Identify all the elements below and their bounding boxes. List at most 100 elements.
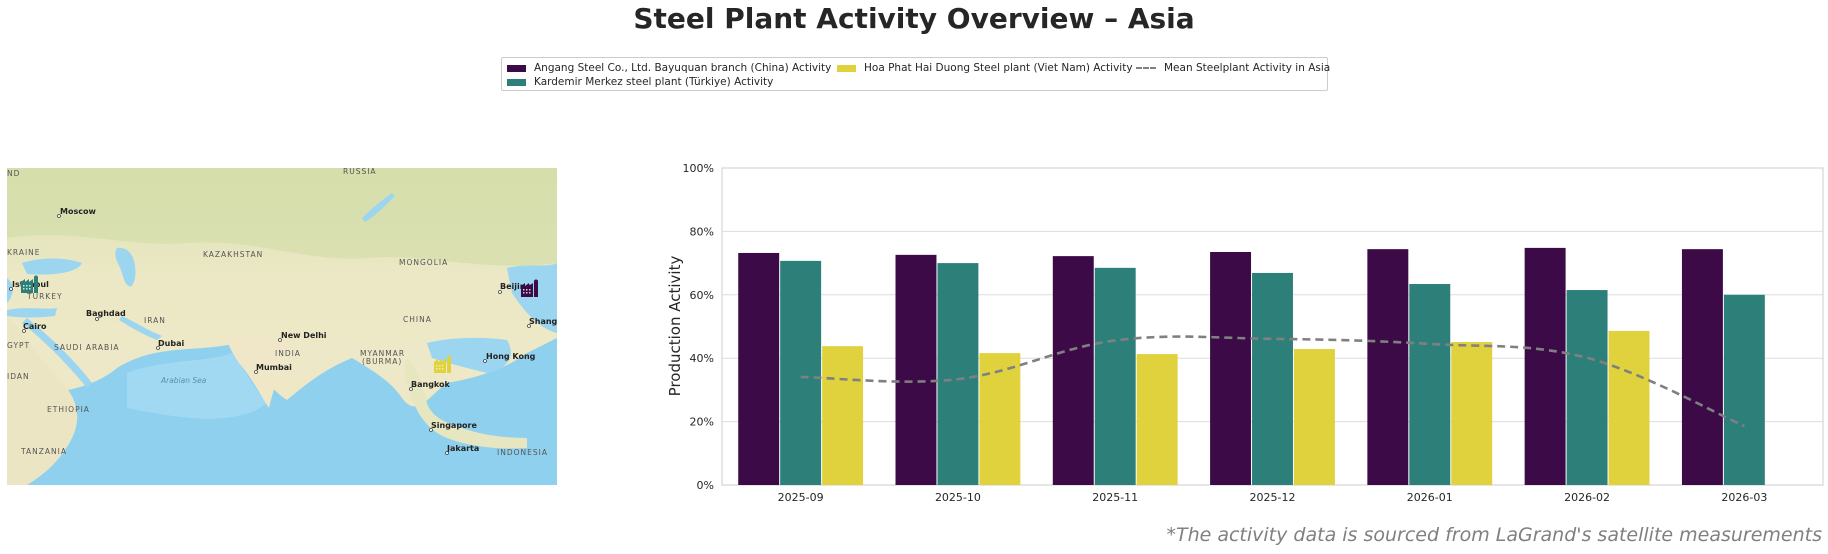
map-africa: [7, 318, 78, 485]
map-canvas: RUSSIA KAZAKHSTAN MONGOLIA KRAINE TURKEY…: [7, 168, 557, 485]
map-label-myanmar: MYANMAR: [360, 349, 405, 358]
x-tick-labels: 2025-09 2025-10 2025-11 2025-12 2026-01 2026-…: [778, 491, 1768, 504]
map-label-china: CHINA: [403, 315, 432, 324]
data-source-caption: *The activity data is sourced from LaGra…: [1166, 524, 1822, 546]
map-label-kazakhstan: KAZAKHSTAN: [203, 250, 263, 259]
bar-angang-2025-10: [895, 254, 937, 485]
bar-hoa-2025-10: [979, 353, 1021, 485]
legend-label-mean: Mean Steelplant Activity in Asia: [1164, 62, 1331, 74]
bars: [738, 247, 1765, 485]
bar-angang-2026-03: [1681, 249, 1723, 485]
legend-label-angang: Angang Steel Co., Ltd. Bayuquan branch (…: [534, 62, 832, 74]
y-tick-label: 0%: [697, 479, 714, 492]
map-label-cairo: Cairo: [23, 322, 47, 331]
legend-label-hoaphat: Hoa Phat Hai Duong Steel plant (Viet Nam…: [864, 62, 1133, 74]
factory-icon[interactable]: [21, 275, 38, 294]
asia-map[interactable]: RUSSIA KAZAKHSTAN MONGOLIA KRAINE TURKEY…: [7, 168, 557, 485]
map-label-russia: RUSSIA: [343, 168, 377, 176]
y-tick-label: 40%: [690, 352, 714, 365]
map-label-moscow: Moscow: [60, 207, 96, 216]
bar-angang-2026-01: [1367, 249, 1409, 485]
legend-item-hoaphat: Hoa Phat Hai Duong Steel plant (Viet Nam…: [837, 62, 1133, 74]
x-tick-label: 2025-10: [935, 491, 981, 504]
map-label-beijing: Beijing: [500, 282, 531, 291]
x-tick-label: 2025-12: [1250, 491, 1296, 504]
x-tick-label: 2025-11: [1092, 491, 1138, 504]
map-label-arabian-sea: Arabian Sea: [160, 376, 207, 385]
y-tick-label: 20%: [690, 416, 714, 429]
legend-dash-mean: [1136, 67, 1156, 69]
bar-kardemir-2025-12: [1252, 272, 1293, 485]
x-tick-label: 2025-09: [778, 491, 824, 504]
x-tick-label: 2026-03: [1721, 491, 1767, 504]
legend-item-kardemir: Kardemir Merkez steel plant (Türkiye) Ac…: [507, 76, 773, 88]
map-label-india: INDIA: [275, 349, 301, 358]
y-tick-label: 80%: [690, 225, 714, 238]
map-label-nd: ND: [7, 169, 20, 178]
map-label-ukraine: KRAINE: [7, 248, 41, 257]
x-tick-label: 2026-02: [1564, 491, 1610, 504]
bar-kardemir-2026-02: [1566, 290, 1608, 485]
bar-kardemir-2025-10: [937, 263, 979, 485]
x-tick-label: 2026-01: [1407, 491, 1453, 504]
map-label-mongolia: MONGOLIA: [399, 258, 448, 267]
bar-angang-2025-09: [738, 252, 780, 485]
map-east-china-sea: [507, 263, 557, 333]
map-arabian-sea: [127, 353, 267, 419]
legend-swatch-kardemir: [507, 78, 526, 86]
map-med-east: [7, 308, 57, 318]
map-label-jakarta: Jakarta: [446, 444, 479, 453]
bar-kardemir-2026-03: [1723, 294, 1765, 485]
map-label-ethiopia: ETHIOPIA: [47, 405, 90, 414]
legend: Angang Steel Co., Ltd. Bayuquan branch (…: [501, 57, 1330, 91]
map-label-indonesia: INDONESIA: [497, 448, 548, 457]
legend-item-angang: Angang Steel Co., Ltd. Bayuquan branch (…: [507, 62, 831, 74]
map-label-saudi-arabia: SAUDI ARABIA: [54, 343, 120, 352]
map-label-iran: IRAN: [144, 316, 166, 325]
y-tick-label: 100%: [683, 162, 714, 175]
factory-icon[interactable]: [434, 355, 451, 374]
map-label-burma: (BURMA): [362, 357, 402, 366]
bar-angang-2025-11: [1052, 256, 1094, 485]
map-label-sudan: IDAN: [7, 372, 30, 381]
mean-line-group: [800, 335, 1745, 428]
map-label-dubai: Dubai: [158, 339, 184, 348]
y-tick-label: 60%: [690, 289, 714, 302]
bar-angang-2026-02: [1524, 247, 1566, 485]
legend-swatch-hoaphat: [837, 64, 856, 72]
map-label-turkey: TURKEY: [26, 292, 63, 301]
map-red-sea: [22, 318, 92, 388]
bar-hoa-2026-02: [1608, 330, 1650, 485]
map-lake-baikal: [362, 193, 395, 222]
legend-item-mean: Mean Steelplant Activity in Asia: [1136, 62, 1330, 74]
map-label-baghdad: Baghdad: [86, 309, 126, 318]
bar-hoa-2026-01: [1451, 342, 1493, 485]
map-south-china-sea: [427, 337, 511, 373]
map-label-tanzania: TANZANIA: [20, 447, 67, 456]
map-label-egypt: GYPT: [7, 341, 30, 350]
legend-label-kardemir: Kardemir Merkez steel plant (Türkiye) Ac…: [534, 76, 774, 88]
map-label-new-delhi: New Delhi: [281, 331, 327, 340]
bar-angang-2025-12: [1210, 252, 1252, 485]
bar-hoa-2025-12: [1293, 349, 1335, 485]
mean-activity-line: [800, 335, 1745, 428]
map-label-mumbai: Mumbai: [256, 363, 292, 372]
map-label-singapore: Singapore: [431, 421, 477, 430]
map-vegetation: [7, 168, 557, 266]
bar-kardemir-2025-11: [1094, 267, 1136, 485]
map-persian-gulf: [119, 316, 162, 340]
legend-swatch-angang: [507, 64, 526, 72]
map-label-bangkok: Bangkok: [411, 380, 451, 389]
bar-hoa-2025-11: [1136, 354, 1178, 485]
map-sea-land: [404, 358, 527, 449]
bar-kardemir-2025-09: [780, 260, 822, 485]
bar-kardemir-2026-01: [1409, 284, 1451, 485]
map-label-shanghai: Shang: [529, 317, 557, 326]
y-tick-labels: 0% 20% 40% 60% 80% 100%: [683, 162, 714, 492]
bar-hoa-2025-09: [822, 346, 864, 485]
map-label-hong-kong: Hong Kong: [486, 352, 536, 361]
factory-icon[interactable]: [521, 279, 538, 298]
chart-title: Steel Plant Activity Overview – Asia: [633, 2, 1195, 35]
y-axis-label: Production Activity: [666, 256, 684, 397]
